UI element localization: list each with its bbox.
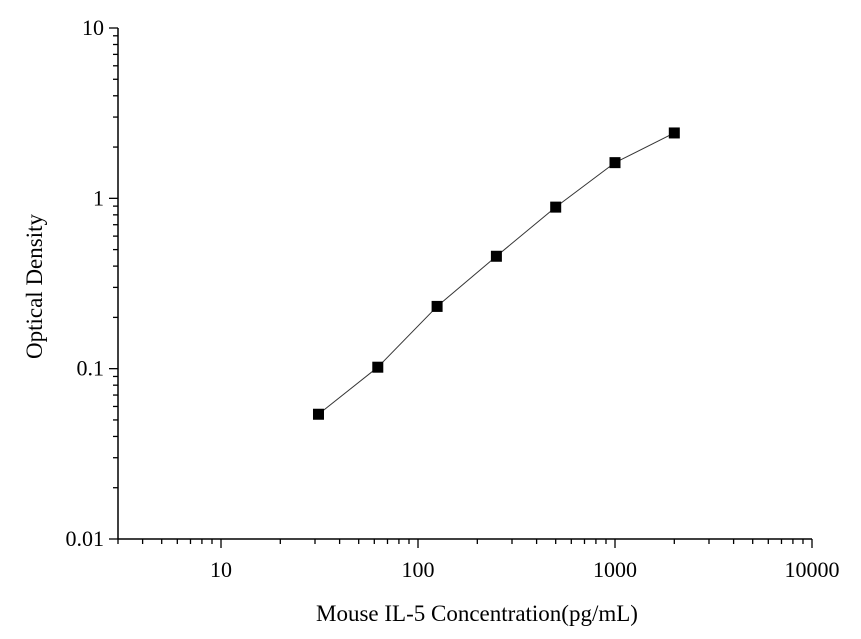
curve-segment — [436, 255, 497, 307]
x-axis-tick-labels: 10 100 1000 10000 — [210, 557, 839, 582]
x-axis-ticks — [117, 539, 813, 548]
y-axis-title: Optical Density — [22, 214, 47, 359]
curve-segment — [614, 132, 675, 164]
data-point — [372, 361, 384, 373]
curve-segment — [496, 206, 557, 257]
data-point — [550, 201, 562, 213]
axes — [117, 28, 812, 540]
data-point — [490, 250, 502, 262]
curve-segment — [318, 366, 379, 415]
curve-segment — [377, 306, 438, 368]
data-point — [609, 157, 621, 169]
series-points — [312, 127, 680, 420]
x-tick-label: 1000 — [593, 557, 637, 582]
data-point — [668, 127, 680, 139]
data-point — [312, 408, 324, 420]
series-lines — [318, 132, 675, 415]
y-tick-label: 0.1 — [77, 356, 105, 381]
y-tick-label: 1 — [93, 185, 104, 210]
y-tick-label: 10 — [82, 15, 104, 40]
data-point — [431, 300, 443, 312]
y-axis-tick-labels: 0.01 0.1 1 10 — [66, 15, 105, 551]
curve-segment — [555, 162, 616, 208]
x-axis-title: Mouse IL-5 Concentration(pg/mL) — [316, 601, 638, 626]
x-tick-label: 10000 — [785, 557, 840, 582]
y-axis-ticks — [109, 27, 118, 540]
x-tick-label: 100 — [402, 557, 435, 582]
y-tick-label: 0.01 — [66, 526, 105, 551]
x-tick-label: 10 — [210, 557, 232, 582]
